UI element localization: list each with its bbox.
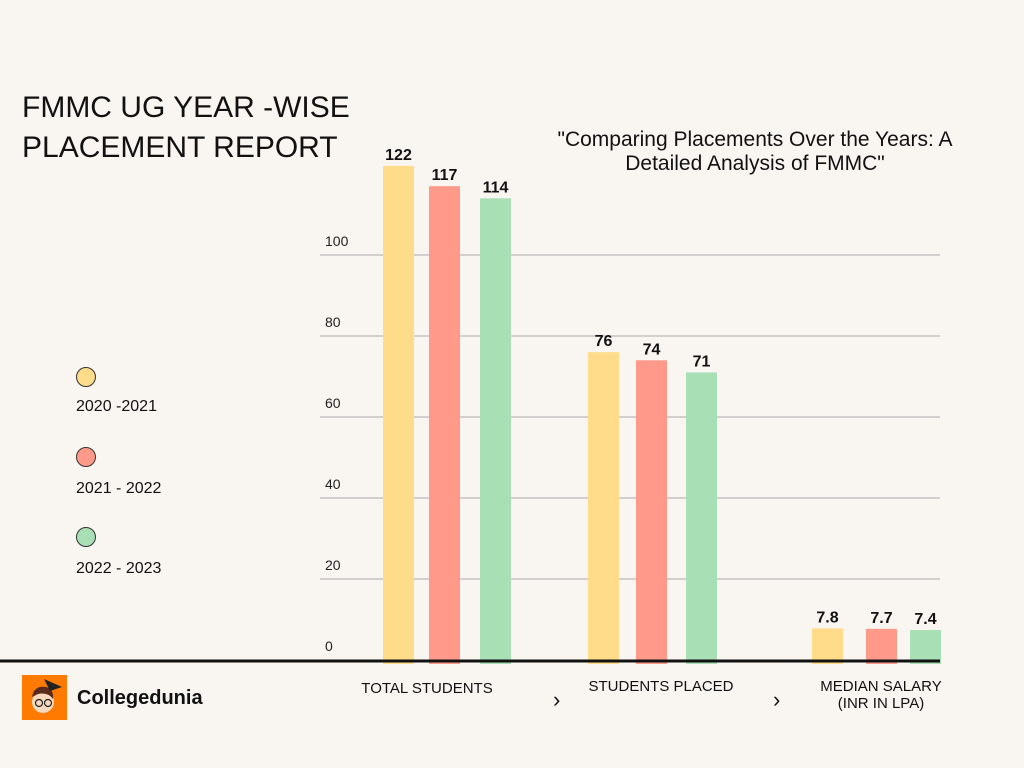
data-label: 7.7 [870,610,892,627]
bar [480,198,511,665]
category-label: MEDIAN SALARY (INR IN LPA) [820,678,942,712]
data-label: 74 [643,341,661,358]
legend-label: 2020 -2021 [76,398,157,415]
legend-swatch [76,447,96,467]
legend-swatch [76,527,96,547]
y-tick-label: 80 [325,314,341,330]
bar [588,352,619,664]
legend-swatch [76,367,96,387]
collegedunia-logo [22,675,67,720]
bar [429,186,460,664]
data-label: 76 [595,333,613,350]
chart-subtitle: "Comparing Placements Over the Years: A … [557,128,953,175]
category-label: TOTAL STUDENTS [361,680,493,697]
chart-title: FMMC UG YEAR -WISE PLACEMENT REPORT [22,91,350,164]
data-label: 7.8 [816,609,838,626]
y-tick-label: 0 [325,638,333,654]
y-tick-label: 20 [325,557,341,573]
y-tick-label: 100 [325,233,349,249]
data-label: 7.4 [914,611,936,628]
y-tick-label: 60 [325,395,341,411]
bar [383,165,414,664]
y-tick-label: 40 [325,476,341,492]
bar [812,628,843,664]
data-label: 71 [693,353,711,370]
data-label: 114 [483,179,509,196]
legend-label: 2021 - 2022 [76,480,162,497]
chevron-right-icon: › [553,687,561,712]
legend-label: 2022 - 2023 [76,560,162,577]
bar [636,360,667,664]
bar [686,372,717,664]
brand-name: Collegedunia [77,687,203,709]
data-label: 117 [432,167,458,184]
bar [910,630,941,664]
chevron-right-icon: › [773,687,781,712]
category-label: STUDENTS PLACED [588,678,734,695]
data-label: 122 [385,147,412,164]
bar [866,628,897,664]
